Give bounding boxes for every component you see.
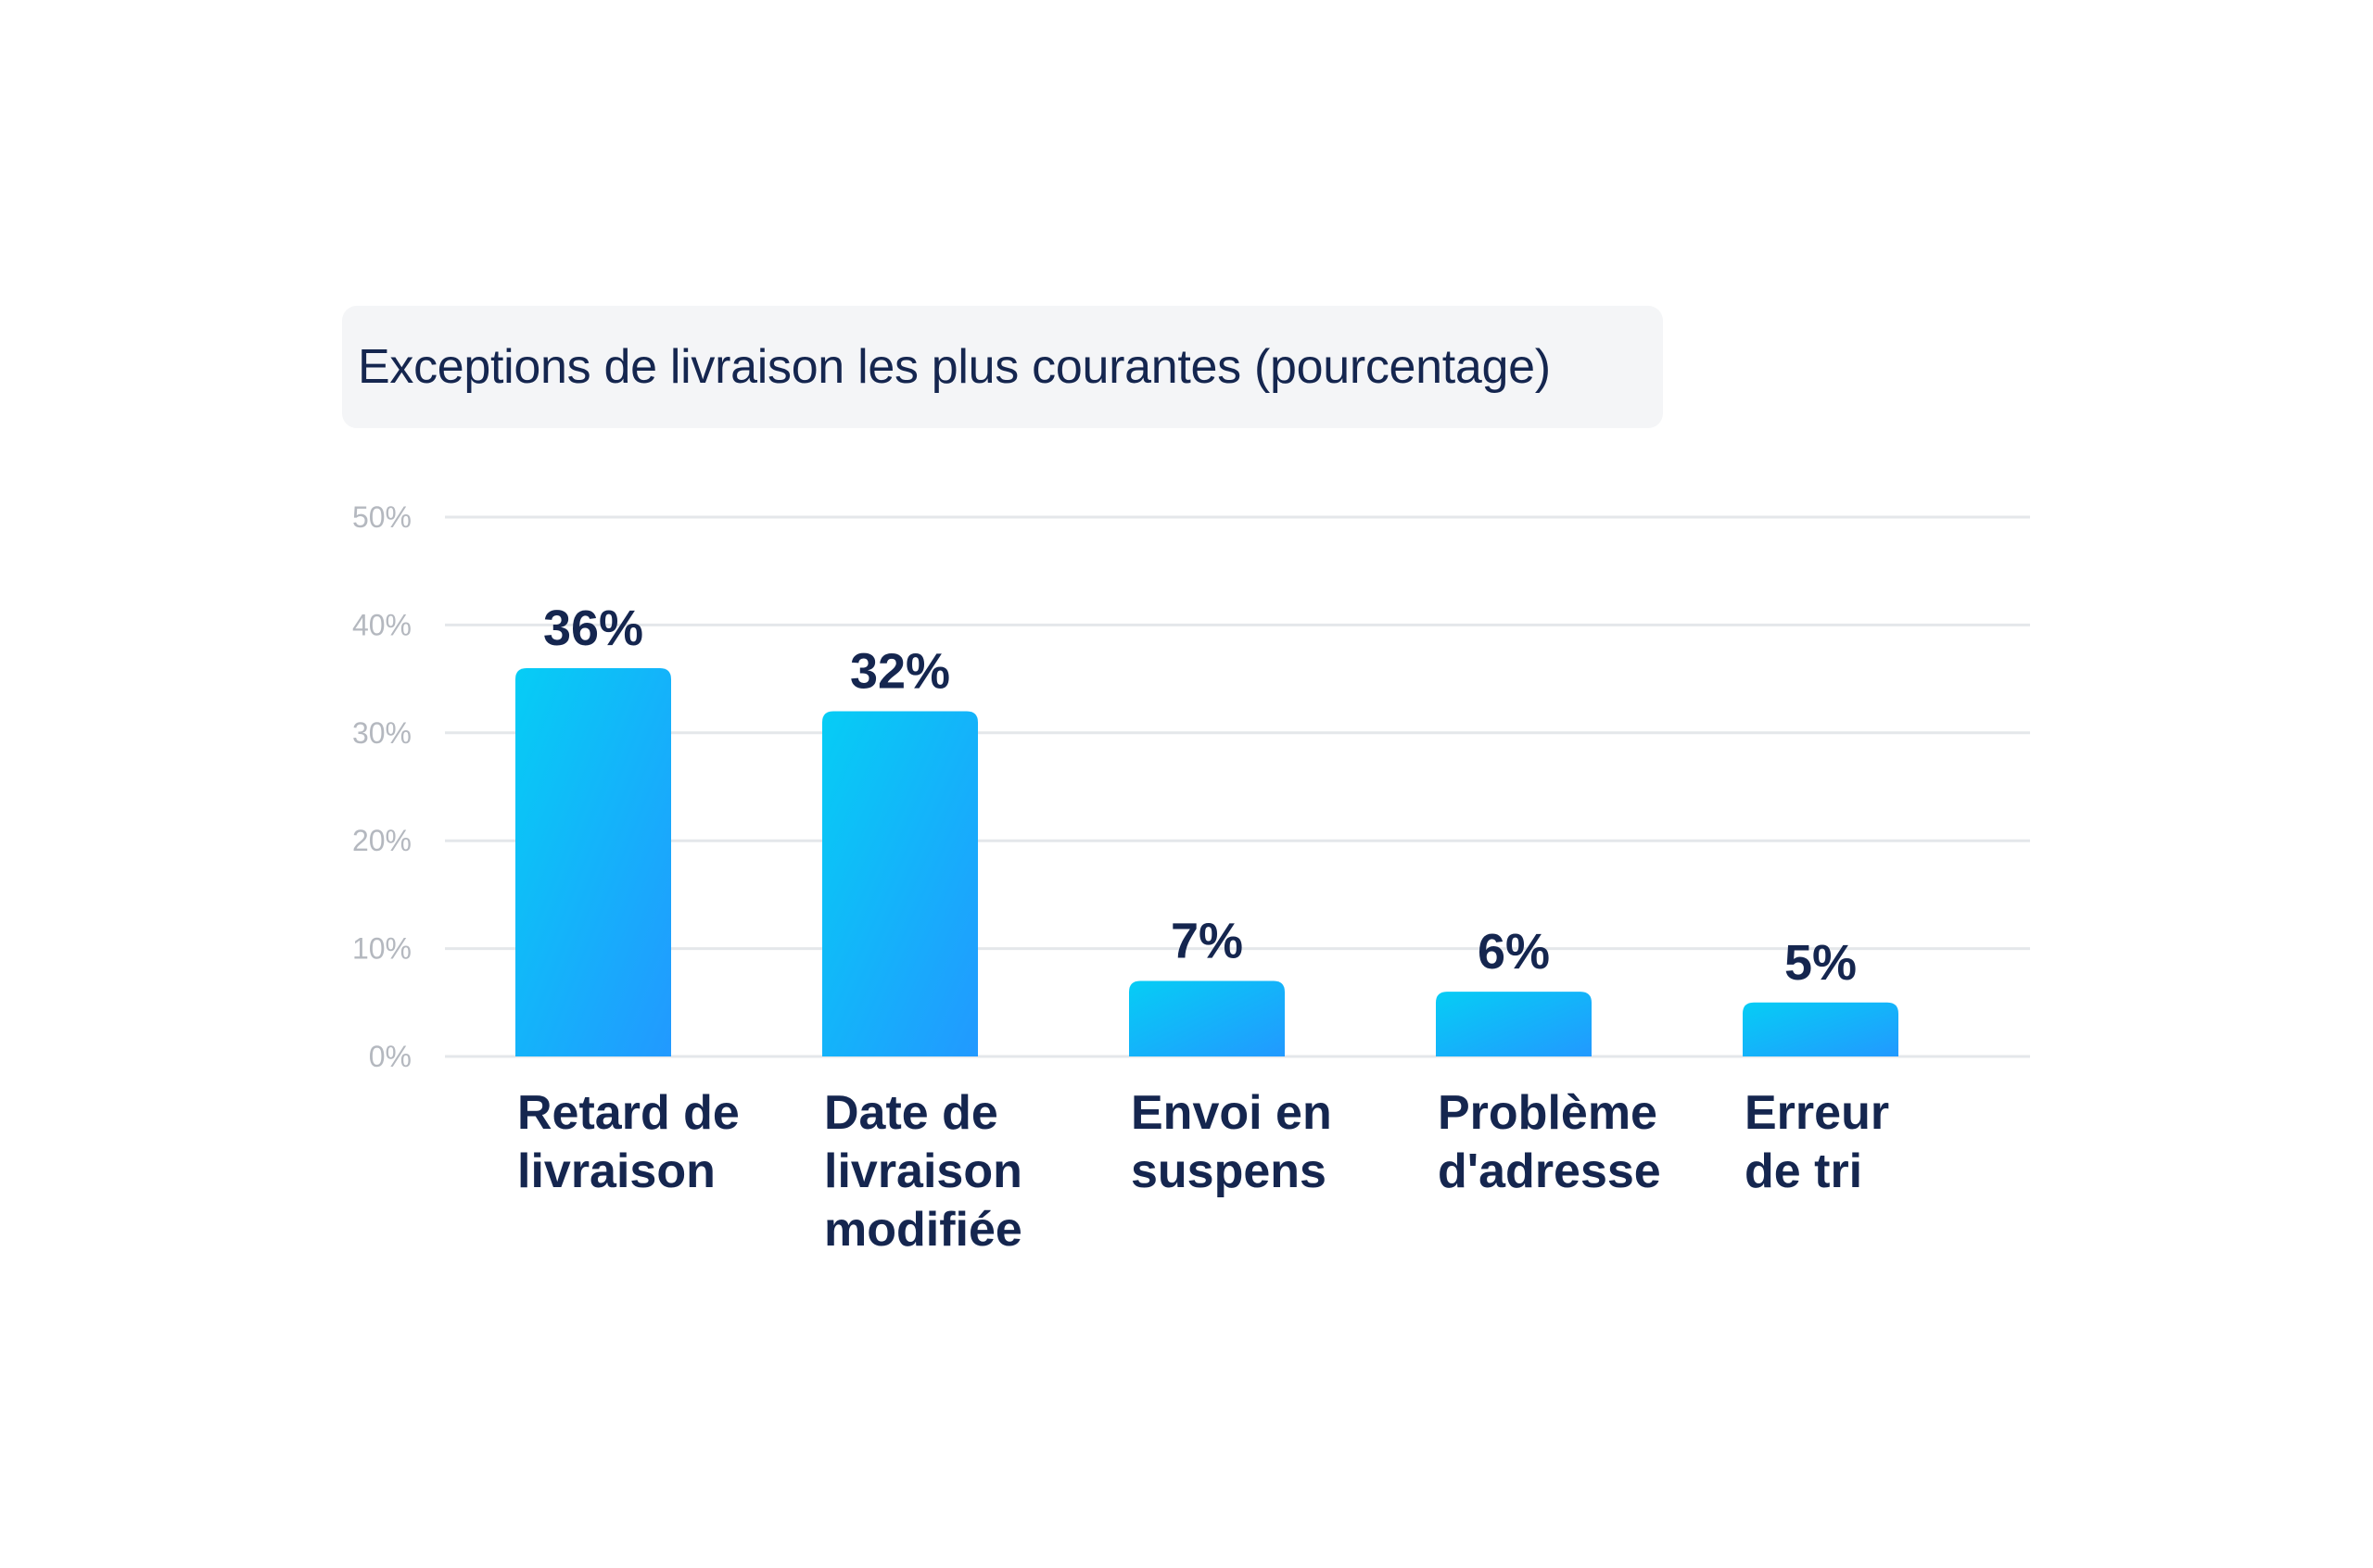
y-tick-label: 30% xyxy=(352,716,412,750)
category-label-2: Date de livraison modifiée xyxy=(824,1086,1022,1257)
value-label-1: 36% xyxy=(543,601,643,656)
category-label-line: livraison xyxy=(824,1144,1022,1198)
value-labels: 36% 32% 7% 6% 5% xyxy=(543,601,1857,991)
category-label-4: Problème d'adresse xyxy=(1438,1086,1661,1198)
category-label-line: Retard de xyxy=(517,1086,740,1140)
y-tick-label: 20% xyxy=(352,824,412,857)
bar-1 xyxy=(515,667,671,1056)
category-label-3: Envoi en suspens xyxy=(1131,1086,1332,1198)
category-label-line: de tri xyxy=(1745,1144,1862,1198)
value-label-3: 7% xyxy=(1171,914,1243,969)
category-label-5: Erreur de tri xyxy=(1745,1086,1889,1198)
category-label-1: Retard de livraison xyxy=(517,1086,740,1198)
y-axis-ticks: 0% 10% 20% 30% 40% 50% xyxy=(352,500,412,1073)
bars xyxy=(515,667,1898,1056)
category-label-line: Envoi en xyxy=(1131,1086,1332,1140)
bar-5 xyxy=(1743,1002,1898,1056)
value-label-4: 6% xyxy=(1478,924,1550,980)
chart-title: Exceptions de livraison les plus courant… xyxy=(358,340,1551,394)
bar-4 xyxy=(1436,992,1592,1056)
category-label-line: d'adresse xyxy=(1438,1144,1661,1198)
y-tick-label: 50% xyxy=(352,500,412,534)
category-label-line: Erreur xyxy=(1745,1086,1889,1140)
category-label-line: modifiée xyxy=(824,1203,1022,1257)
bar-2 xyxy=(822,711,978,1056)
y-tick-label: 40% xyxy=(352,608,412,641)
chart-title-box: Exceptions de livraison les plus courant… xyxy=(342,306,1663,428)
value-label-2: 32% xyxy=(850,644,950,700)
category-label-line: livraison xyxy=(517,1144,716,1198)
category-label-line: Problème xyxy=(1438,1086,1657,1140)
category-label-line: suspens xyxy=(1131,1144,1326,1198)
bar-3 xyxy=(1129,980,1285,1056)
category-label-line: Date de xyxy=(824,1086,998,1140)
value-label-5: 5% xyxy=(1784,935,1857,991)
y-tick-label: 10% xyxy=(352,932,412,966)
y-tick-label: 0% xyxy=(369,1040,412,1073)
